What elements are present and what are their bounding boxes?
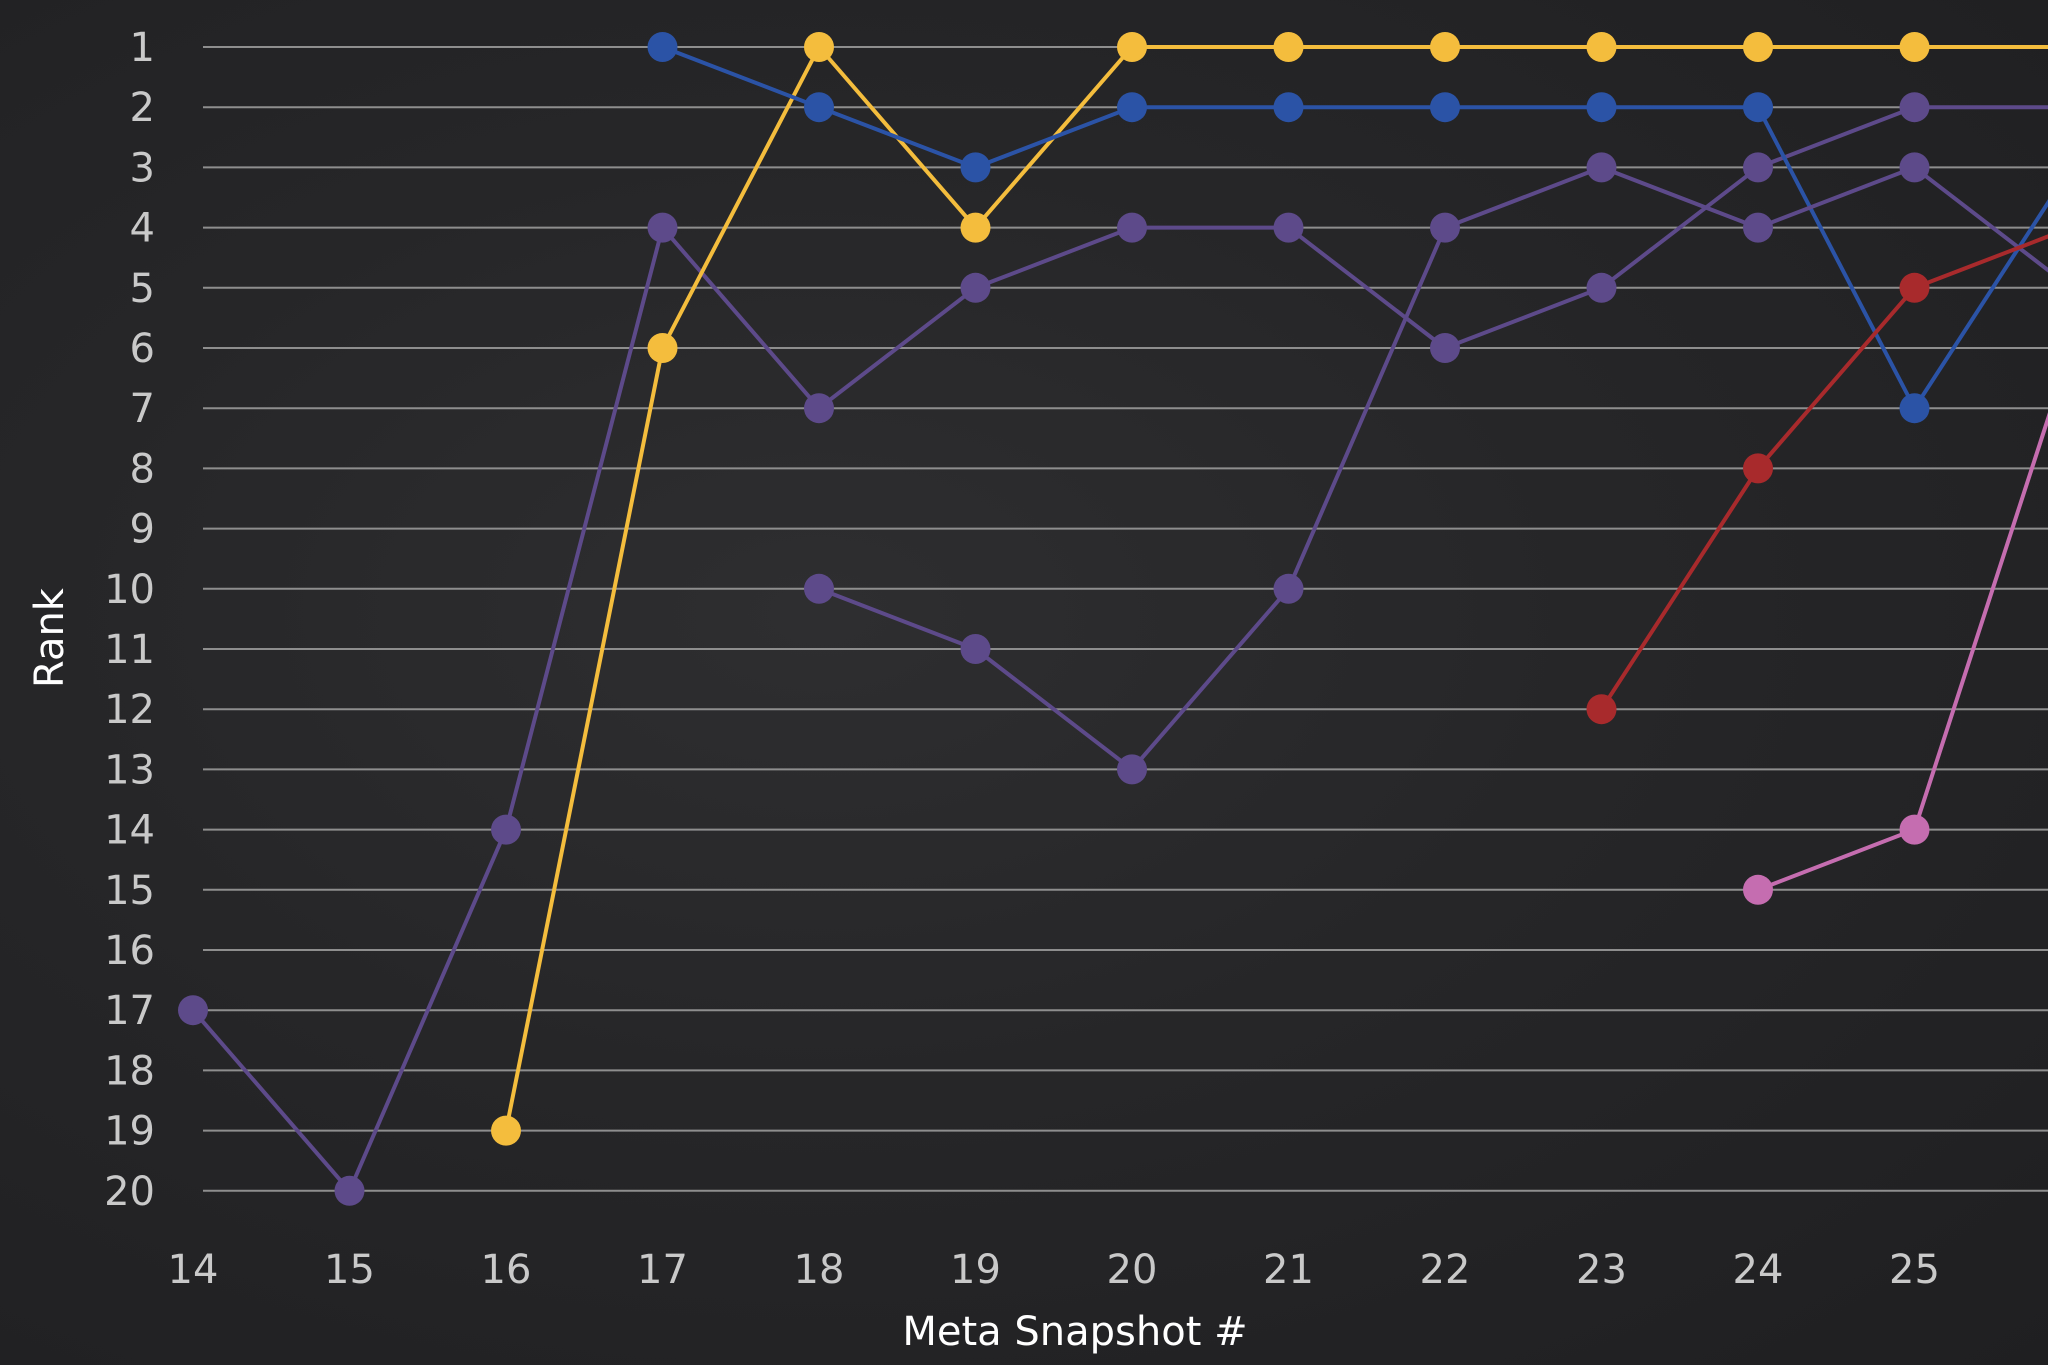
- data-point: [1899, 814, 1930, 845]
- y-tick-label: 13: [104, 747, 155, 793]
- y-tick-label: 14: [104, 808, 155, 854]
- data-point: [1899, 393, 1930, 424]
- data-point: [1117, 212, 1147, 243]
- y-tick-label: 8: [130, 446, 155, 492]
- data-point: [334, 1175, 365, 1206]
- data-point: [1117, 754, 1147, 785]
- y-tick-label: 16: [104, 928, 155, 974]
- data-point: [1899, 32, 1930, 62]
- data-point: [1586, 694, 1617, 725]
- data-point: [1273, 32, 1304, 62]
- data-point: [1430, 32, 1460, 62]
- series-1: [178, 92, 2048, 1206]
- data-point: [960, 272, 991, 303]
- y-tick-label: 15: [104, 868, 155, 914]
- x-tick-label: 20: [1107, 1247, 1158, 1293]
- data-point: [647, 32, 678, 62]
- y-tick-label: 2: [130, 85, 155, 131]
- data-point: [804, 92, 834, 123]
- x-tick-label: 23: [1576, 1247, 1627, 1293]
- data-point: [1743, 152, 1773, 183]
- series-6: [1743, 412, 2048, 905]
- series-4: [804, 152, 2048, 785]
- data-point: [1899, 272, 1930, 303]
- series-line: [661, 45, 2048, 411]
- data-point: [491, 814, 521, 845]
- y-tick-label: 19: [104, 1109, 155, 1155]
- series-line: [1599, 234, 2048, 711]
- y-tick-label: 18: [104, 1048, 155, 1094]
- series-layer: [178, 32, 2048, 1206]
- x-tick-label: 21: [1263, 1247, 1314, 1293]
- data-point: [491, 1115, 521, 1146]
- data-point: [1743, 453, 1773, 484]
- y-tick-label: 10: [104, 567, 155, 613]
- x-tick-label: 14: [168, 1247, 219, 1293]
- data-point: [1430, 333, 1460, 363]
- x-tick-label: 24: [1733, 1247, 1784, 1293]
- data-point: [1743, 92, 1773, 123]
- data-point: [1273, 92, 1304, 123]
- y-tick-label: 1: [130, 25, 155, 71]
- x-axis-ticks: 14 15 16 17 18 19 20 21 22 23 24 25 26: [168, 1247, 2048, 1293]
- y-tick-label: 20: [104, 1169, 155, 1215]
- x-tick-label: 17: [637, 1247, 688, 1293]
- data-point: [804, 393, 834, 424]
- data-point: [1117, 32, 1147, 62]
- data-point: [1430, 92, 1460, 123]
- y-tick-label: 12: [104, 687, 155, 733]
- x-tick-label: 22: [1420, 1247, 1471, 1293]
- y-tick-label: 9: [130, 507, 155, 553]
- series-2: [491, 32, 2048, 1146]
- data-point: [1273, 573, 1304, 604]
- x-tick-label: 25: [1889, 1247, 1940, 1293]
- data-point: [960, 634, 991, 664]
- data-point: [178, 995, 208, 1026]
- data-point: [1743, 32, 1773, 62]
- x-tick-label: 15: [324, 1247, 375, 1293]
- data-point: [1586, 92, 1617, 123]
- data-point: [1899, 152, 1930, 183]
- series-5: [1586, 234, 2048, 725]
- data-point: [804, 32, 834, 62]
- y-tick-label: 17: [104, 988, 155, 1034]
- data-point: [1899, 92, 1930, 123]
- y-tick-label: 3: [130, 145, 155, 191]
- y-axis-title: Rank: [27, 587, 73, 688]
- y-tick-label: 11: [104, 627, 155, 673]
- data-point: [960, 212, 991, 243]
- data-point: [1586, 152, 1617, 183]
- y-tick-label: 4: [130, 206, 155, 252]
- data-point: [647, 212, 678, 243]
- y-tick-label: 7: [130, 386, 155, 432]
- series-line: [1757, 412, 2048, 892]
- x-tick-label: 18: [794, 1247, 845, 1293]
- data-point: [1586, 32, 1617, 62]
- series-3: [647, 32, 2048, 424]
- data-point: [1586, 272, 1617, 303]
- data-point: [647, 333, 678, 363]
- data-point: [960, 152, 991, 183]
- x-tick-label: 19: [950, 1247, 1001, 1293]
- x-tick-label: 26: [2046, 1247, 2048, 1293]
- x-tick-label: 16: [481, 1247, 532, 1293]
- x-axis-title: Meta Snapshot #: [902, 1309, 1247, 1355]
- data-point: [804, 573, 834, 604]
- data-point: [1117, 92, 1147, 123]
- y-tick-label: 5: [130, 266, 155, 312]
- data-point: [1743, 212, 1773, 243]
- y-tick-label: 6: [130, 326, 155, 372]
- data-point: [1743, 874, 1773, 905]
- data-point: [1430, 212, 1460, 243]
- data-point: [1273, 212, 1304, 243]
